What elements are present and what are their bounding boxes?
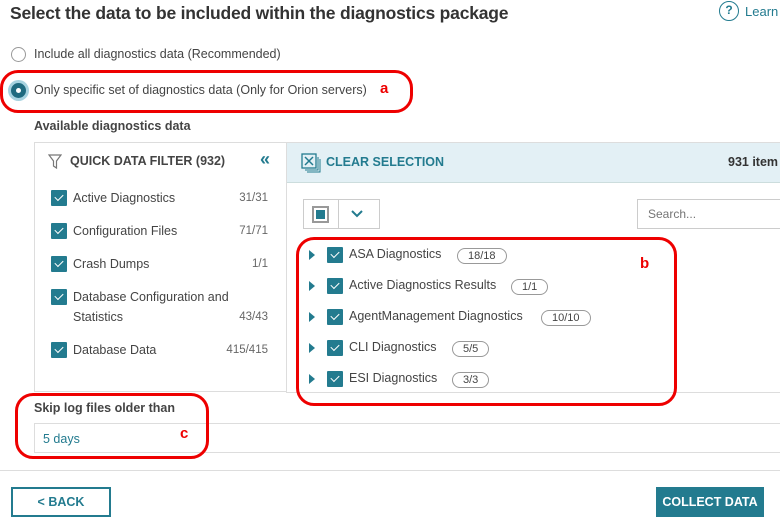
filter-item-count: 31/31 [239, 192, 268, 204]
filter-item-label[interactable]: Database Configuration and Statistics [73, 290, 229, 324]
quick-data-filter-title: QUICK DATA FILTER (932) [70, 154, 226, 168]
radio-include-all[interactable] [11, 47, 26, 62]
list-item-label[interactable]: ASA Diagnostics [349, 247, 442, 261]
item-checkbox[interactable] [327, 309, 343, 325]
filter-item-label[interactable]: Database Data [73, 343, 157, 357]
clear-selection-icon[interactable] [301, 153, 321, 173]
collapse-icon[interactable]: « [260, 149, 271, 169]
chevron-down-icon[interactable] [351, 210, 363, 218]
radio-include-all-label[interactable]: Include all diagnostics data (Recommende… [34, 47, 281, 61]
select-all-checkbox[interactable] [312, 206, 329, 223]
back-button[interactable]: < BACK [11, 487, 111, 517]
filter-item-count: 415/415 [226, 344, 268, 356]
available-data-label: Available diagnostics data [34, 119, 191, 133]
radio-specific-set-label[interactable]: Only specific set of diagnostics data (O… [34, 83, 367, 97]
clear-selection-button[interactable]: CLEAR SELECTION [326, 155, 445, 169]
select-all-group [303, 199, 380, 229]
quick-data-filter-panel: QUICK DATA FILTER (932) « Active Diagnos… [34, 142, 287, 392]
filter-item-label[interactable]: Configuration Files [73, 224, 178, 238]
filter-item-count: 71/71 [239, 225, 268, 237]
list-item-badge: 18/18 [457, 248, 507, 264]
list-item-label[interactable]: ESI Diagnostics [349, 371, 438, 385]
list-item-badge: 3/3 [452, 372, 490, 388]
skip-log-value: 5 days [43, 432, 80, 446]
list-item-label[interactable]: Active Diagnostics Results [349, 278, 497, 292]
annotation-label-c: c [180, 425, 189, 442]
filter-icon [48, 154, 62, 170]
item-checkbox[interactable] [327, 247, 343, 263]
filter-checkbox[interactable] [51, 342, 67, 358]
annotation-label-b: b [640, 255, 650, 272]
help-circle-icon[interactable]: ? [719, 1, 739, 21]
expand-arrow-icon[interactable] [309, 343, 315, 353]
item-checkbox[interactable] [327, 371, 343, 387]
expand-arrow-icon[interactable] [309, 312, 315, 322]
filter-item-label[interactable]: Crash Dumps [73, 257, 150, 271]
item-checkbox[interactable] [327, 340, 343, 356]
expand-arrow-icon[interactable] [309, 281, 315, 291]
list-item-badge: 1/1 [511, 279, 549, 295]
filter-item-count: 1/1 [252, 258, 268, 270]
expand-arrow-icon[interactable] [309, 374, 315, 384]
annotation-label-a: a [380, 80, 389, 97]
item-checkbox[interactable] [327, 278, 343, 294]
list-header: CLEAR SELECTION 931 item [287, 143, 780, 183]
diagnostics-list-panel: CLEAR SELECTION 931 item ASA Diagnostics… [286, 142, 780, 393]
expand-arrow-icon[interactable] [309, 250, 315, 260]
annotation-box-b [296, 237, 677, 406]
filter-checkbox[interactable] [51, 223, 67, 239]
search-input[interactable] [637, 199, 780, 229]
filter-checkbox[interactable] [51, 190, 67, 206]
filter-item-label[interactable]: Active Diagnostics [73, 191, 176, 205]
list-item-label[interactable]: AgentManagement Diagnostics [349, 309, 523, 323]
annotation-box-a [0, 70, 413, 113]
skip-log-select[interactable]: 5 days [34, 423, 780, 453]
filter-item-count: 43/43 [239, 311, 268, 323]
items-count: 931 item [728, 155, 779, 169]
skip-log-label: Skip log files older than [34, 401, 175, 415]
filter-checkbox[interactable] [51, 289, 67, 305]
page-title: Select the data to be included within th… [10, 3, 509, 23]
learn-link[interactable]: Learn [745, 4, 779, 19]
list-item-badge: 10/10 [541, 310, 591, 326]
list-item-label[interactable]: CLI Diagnostics [349, 340, 437, 354]
annotation-box-c [15, 393, 209, 459]
list-item-badge: 5/5 [452, 341, 490, 357]
divider [0, 470, 780, 471]
filter-checkbox[interactable] [51, 256, 67, 272]
collect-data-button[interactable]: COLLECT DATA [656, 487, 764, 517]
